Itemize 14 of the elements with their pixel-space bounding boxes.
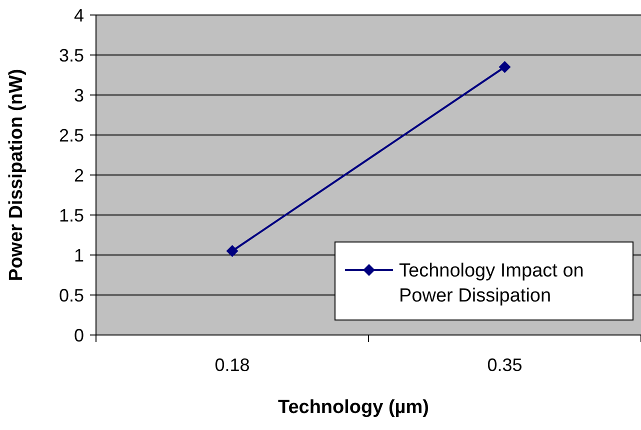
y-tick-label: 0.5	[58, 285, 84, 306]
x-tick-label: 0.18	[214, 355, 250, 375]
y-tick-label: 4	[74, 5, 84, 26]
x-axis-title: Technology (µm)	[278, 397, 429, 418]
y-tick-label: 3.5	[58, 45, 84, 66]
y-tick-label: 2.5	[58, 125, 84, 146]
y-axis-title: Power Dissipation (nW)	[6, 68, 27, 282]
y-tick-label: 1.5	[58, 205, 84, 226]
y-tick-label: 0	[74, 325, 84, 346]
y-tick-label: 2	[74, 165, 84, 186]
y-tick-label: 1	[74, 245, 84, 266]
legend-label: Technology Impact on Power Dissipation	[399, 260, 584, 306]
y-tick-label: 3	[74, 85, 84, 106]
x-tick-label: 0.35	[487, 355, 522, 375]
